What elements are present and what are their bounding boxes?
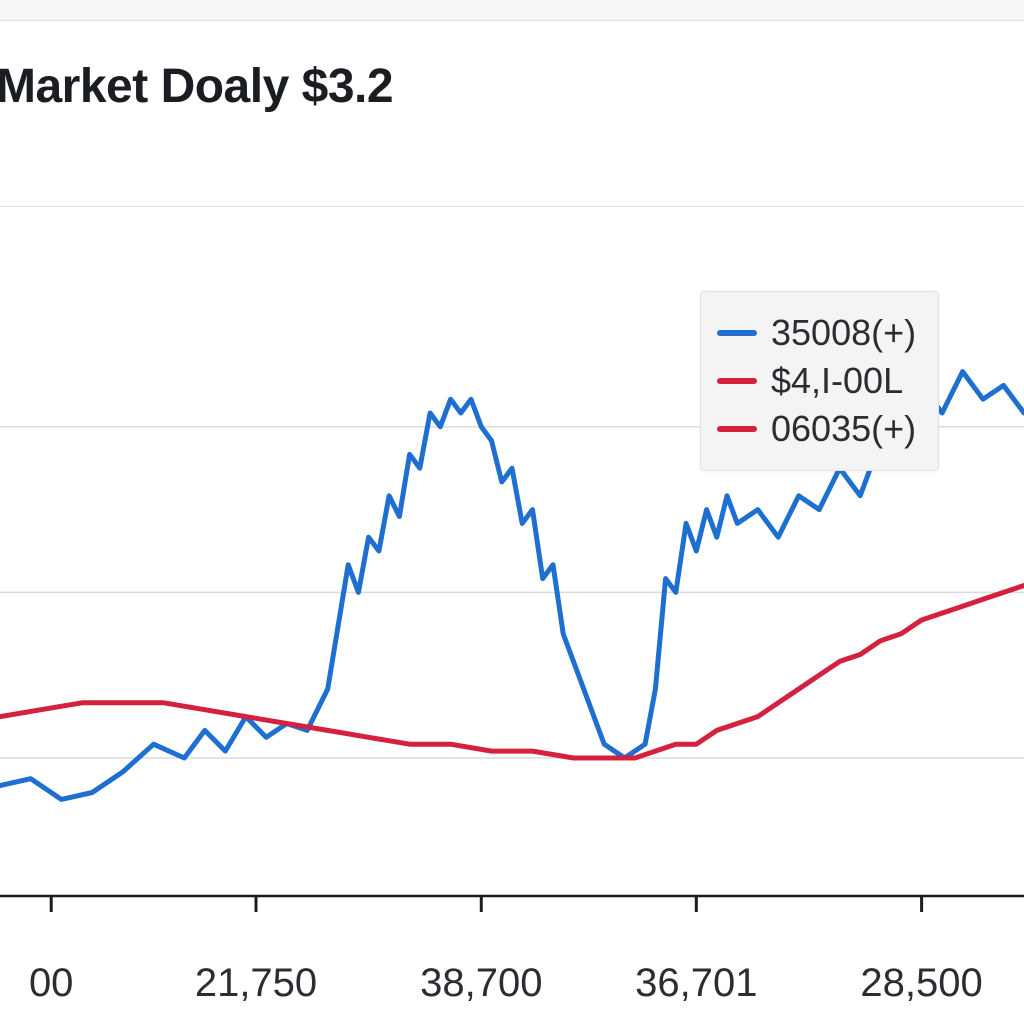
- legend-swatch: [717, 378, 757, 384]
- legend-swatch: [717, 330, 757, 336]
- x-tick-label: 28,500: [860, 961, 982, 1006]
- legend-label: $4,I-00L: [771, 360, 903, 402]
- x-tick-label: 21,750: [195, 961, 317, 1006]
- chart-legend: 35008(+) $4,I-00L 06035(+): [700, 291, 939, 471]
- x-tick-label: 00: [29, 961, 74, 1006]
- x-tick-label: 36,701: [635, 961, 757, 1006]
- x-tick-label: 38,700: [420, 961, 542, 1006]
- legend-swatch: [717, 426, 757, 432]
- legend-item: $4,I-00L: [717, 360, 916, 402]
- legend-label: 35008(+): [771, 312, 916, 354]
- series-red: [0, 586, 1024, 759]
- chart-panel: Market Doaly $3.2 35008(+) $4,I-00L 06035(…: [0, 20, 1024, 1025]
- legend-label: 06035(+): [771, 408, 916, 450]
- legend-item: 06035(+): [717, 408, 916, 450]
- chart-title: Market Doaly $3.2: [0, 59, 393, 114]
- x-axis-labels: 00 21,750 38,700 36,701 28,500: [0, 961, 1024, 1021]
- legend-item: 35008(+): [717, 312, 916, 354]
